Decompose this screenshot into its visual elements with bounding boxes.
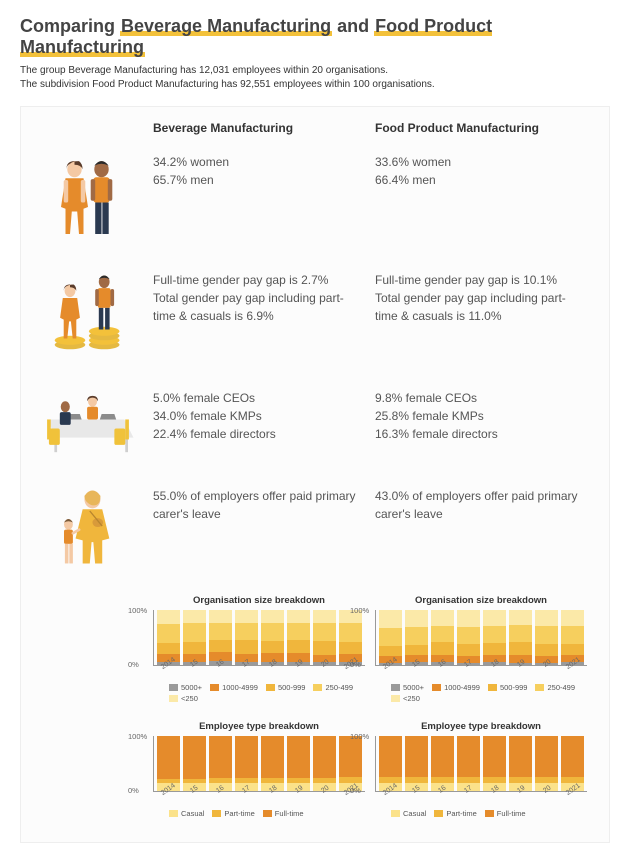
- leadership-b: 9.8% female CEOs 25.8% female KMPs 16.3%…: [375, 389, 597, 459]
- gender-a: 34.2% women 65.7% men: [153, 153, 375, 243]
- emp-chart-a: Employee type breakdown 100%0% 201415161…: [153, 721, 365, 818]
- gender-b: 33.6% women 66.4% men: [375, 153, 597, 243]
- paygap-icon: [33, 271, 153, 361]
- subtitle: The group Beverage Manufacturing has 12,…: [20, 64, 610, 92]
- org-chart-a: Organisation size breakdown 100%0% 20141…: [153, 595, 365, 703]
- carers-icon: [33, 487, 153, 567]
- carers-b: 43.0% of employers offer paid primary ca…: [375, 487, 597, 567]
- column-a-header: Beverage Manufacturing: [153, 121, 375, 135]
- comparison-panel: Beverage Manufacturing Food Product Manu…: [20, 106, 610, 843]
- emp-chart-b: Employee type breakdown 100%0% 201415161…: [375, 721, 587, 818]
- leadership-icon: [33, 389, 153, 459]
- paygap-b: Full-time gender pay gap is 10.1% Total …: [375, 271, 597, 361]
- leadership-a: 5.0% female CEOs 34.0% female KMPs 22.4%…: [153, 389, 375, 459]
- page-title: Comparing Beverage Manufacturing and Foo…: [20, 16, 610, 58]
- column-b-header: Food Product Manufacturing: [375, 121, 597, 135]
- org-chart-b: Organisation size breakdown 100%0% 20141…: [375, 595, 587, 703]
- carers-a: 55.0% of employers offer paid primary ca…: [153, 487, 375, 567]
- people-icon: [33, 153, 153, 243]
- paygap-a: Full-time gender pay gap is 2.7% Total g…: [153, 271, 375, 361]
